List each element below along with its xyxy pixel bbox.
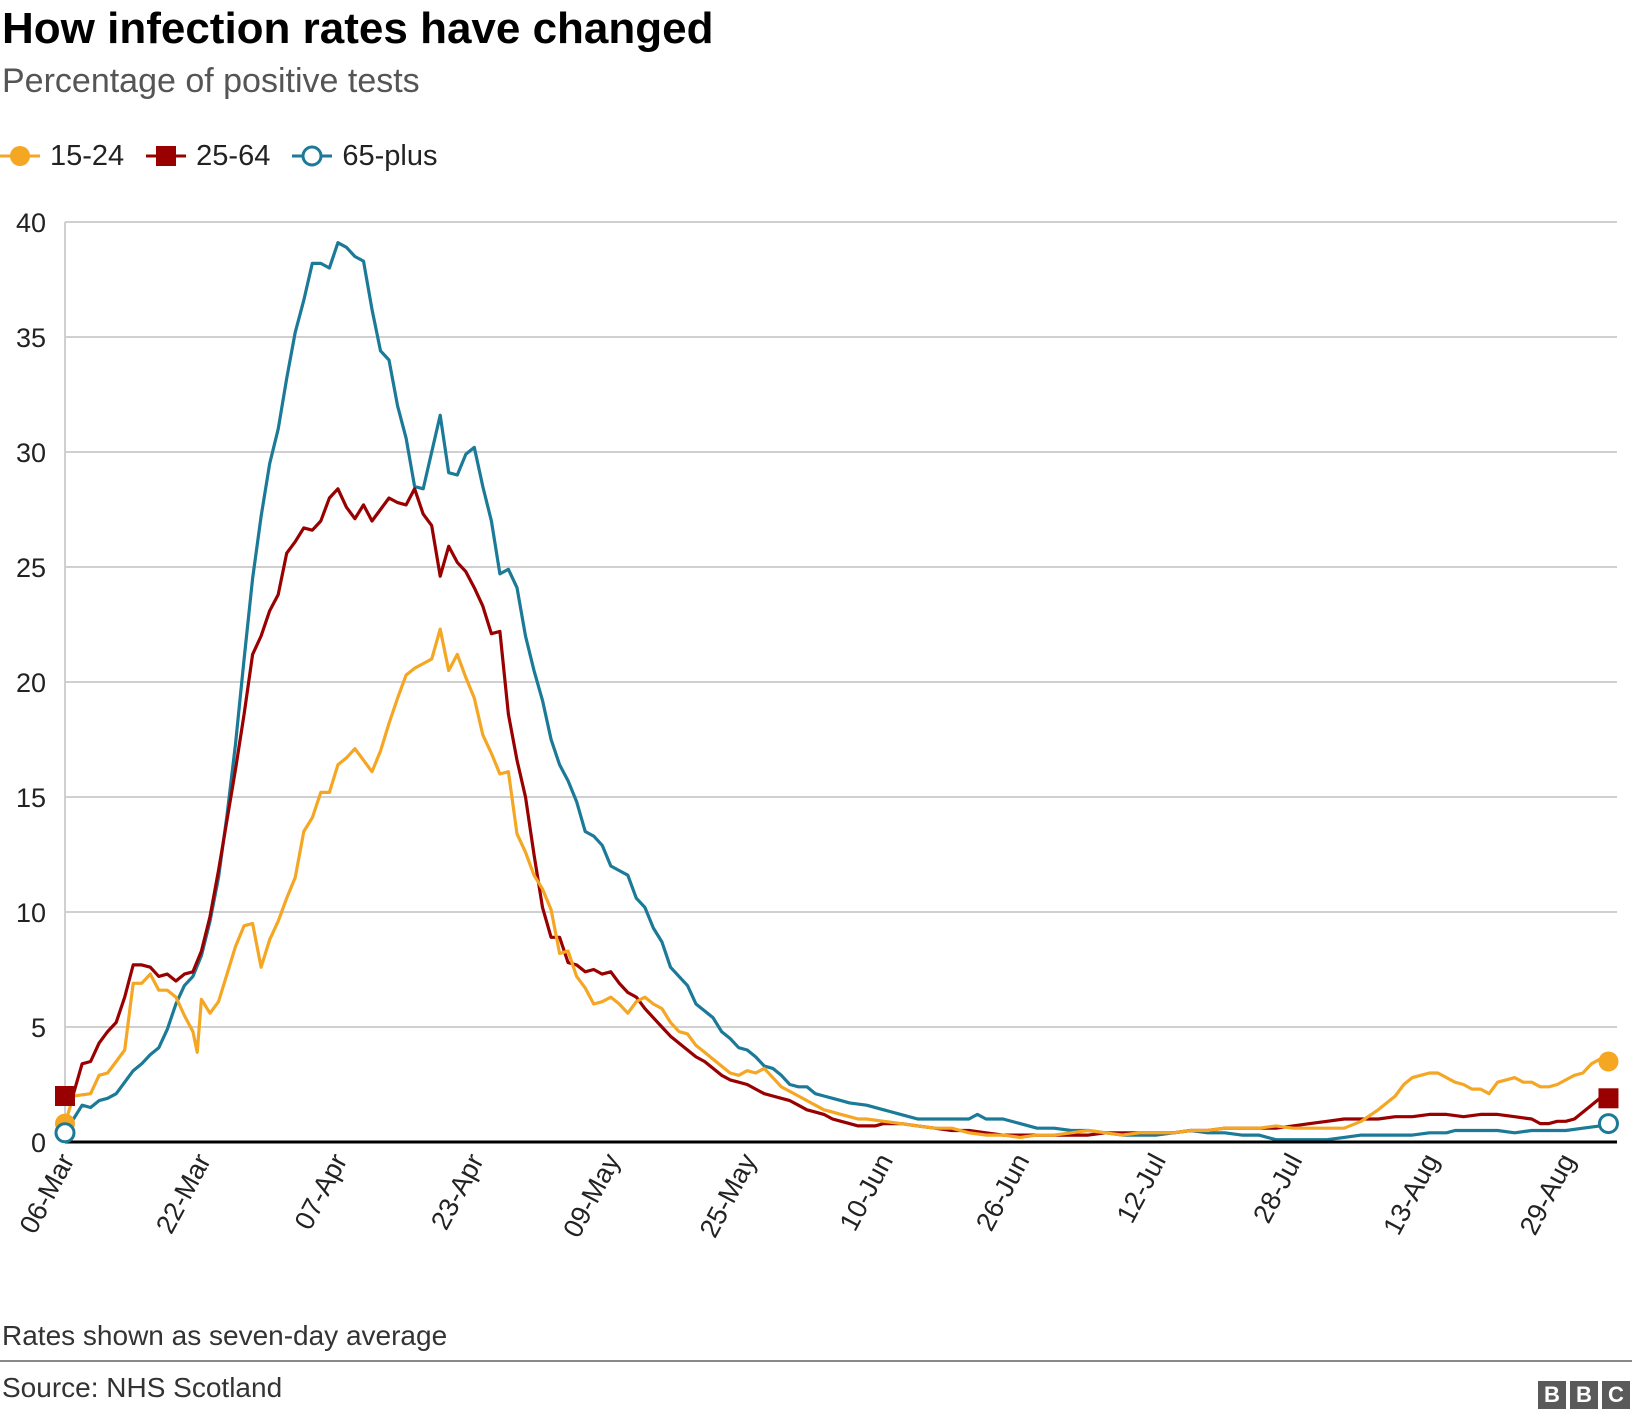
series-line-65-plus: [63, 241, 1609, 1142]
x-tick-label: 07-Apr: [289, 1149, 354, 1235]
bbc-logo-letter: B: [1538, 1381, 1566, 1409]
y-tick-label: 5: [31, 1013, 46, 1043]
legend-label-15-24: 15-24: [50, 139, 125, 172]
series-end-marker: [1598, 1088, 1619, 1109]
chart-title: How infection rates have changed: [2, 4, 714, 53]
y-tick-label: 10: [16, 898, 46, 928]
y-tick-label: 40: [16, 208, 46, 238]
legend-label-65-plus: 65-plus: [342, 139, 438, 172]
source-credit: Source: NHS Scotland: [2, 1372, 283, 1403]
series-end-marker: [1598, 1051, 1619, 1072]
x-tick-label: 06-Mar: [14, 1149, 81, 1239]
legend-item-25-64: 25-64: [146, 140, 270, 173]
series-line-25-64: [64, 487, 1609, 1137]
y-tick-label: 15: [16, 783, 46, 813]
x-tick-label: 25-May: [694, 1148, 763, 1242]
series-end-marker: [1597, 1113, 1619, 1135]
legend-open-circle-marker-icon: [292, 145, 333, 167]
series-line-15-24: [63, 627, 1609, 1139]
x-tick-label: 29-Aug: [1514, 1149, 1581, 1240]
chart-subtitle: Percentage of positive tests: [2, 62, 420, 100]
x-tick-label: 12-Jul: [1111, 1149, 1172, 1228]
x-tick-label: 22-Mar: [150, 1149, 217, 1239]
y-tick-label: 0: [31, 1128, 46, 1158]
chart-note: Rates shown as seven-day average: [2, 1320, 448, 1351]
x-tick-label: 13-Aug: [1377, 1149, 1444, 1240]
series-start-marker: [54, 1122, 76, 1144]
legend: 15-24 25-64 65-plus: [0, 136, 459, 176]
x-tick-label: 26-Jun: [970, 1149, 1035, 1236]
legend-circle-marker-icon: [0, 146, 40, 166]
x-tick-label: 10-Jun: [834, 1149, 899, 1236]
y-tick-label: 30: [16, 438, 46, 468]
x-tick-label: 09-May: [557, 1148, 626, 1242]
footer-divider: [0, 1360, 1632, 1362]
legend-item-15-24: 15-24: [0, 140, 124, 173]
x-tick-label: 28-Jul: [1247, 1149, 1308, 1228]
bbc-logo-letter: B: [1570, 1381, 1598, 1409]
legend-square-marker-icon: [146, 146, 187, 166]
x-tick-label: 23-Apr: [425, 1149, 490, 1235]
legend-item-65-plus: 65-plus: [292, 140, 437, 173]
bbc-logo-letter: C: [1602, 1381, 1630, 1409]
legend-label-25-64: 25-64: [196, 139, 271, 172]
y-tick-label: 20: [16, 668, 46, 698]
y-tick-label: 25: [16, 553, 46, 583]
y-tick-label: 35: [16, 323, 46, 353]
series-start-marker: [55, 1086, 75, 1106]
bbc-logo: B B C: [1534, 1381, 1630, 1409]
line-chart: 0 5 10 15 20 25 30 35 40 06-Mar 22-Mar 07-Apr 23-Apr…: [14, 208, 1619, 1242]
